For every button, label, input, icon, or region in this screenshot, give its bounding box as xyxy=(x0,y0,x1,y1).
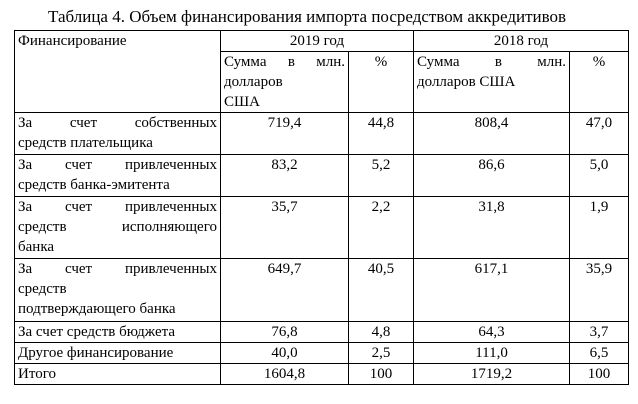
pct-2019-value: 4,8 xyxy=(347,321,415,343)
row-label: За счет привлеченных средств банка-эмите… xyxy=(14,154,221,197)
row-label-line: средств исполняющего xyxy=(18,219,217,235)
row-label-line: Другое финансирование xyxy=(18,345,174,361)
header-sum-2019-line: США xyxy=(224,94,260,110)
header-row-subcolumns: Сумма в млн. долларов США % Сумма в млн.… xyxy=(15,51,630,113)
row-label-line: банка xyxy=(18,239,55,255)
sum-2019-value: 649,7 xyxy=(220,258,349,322)
sum-2019-value: 40,0 xyxy=(220,342,349,364)
pct-2019-total: 100 xyxy=(347,363,415,385)
pct-2018-value: 3,7 xyxy=(569,321,630,343)
pct-2019-value: 2,2 xyxy=(347,196,415,259)
table-row: За счет привлеченных средств подтверждаю… xyxy=(14,258,630,322)
header-sum-2019: Сумма в млн. долларов США xyxy=(220,51,349,113)
header-year-2019: 2019 год xyxy=(219,30,415,52)
row-label-line: средств банка-эмитента xyxy=(18,177,170,193)
header-pct-2019: % xyxy=(347,51,415,113)
row-label-line: средств xyxy=(18,281,67,297)
row-label-line: За счет привлеченных xyxy=(18,261,217,277)
header-sum-2019-line: Сумма в млн. xyxy=(224,54,345,70)
pct-2018-total: 100 xyxy=(569,363,630,385)
table-row: За счет средств бюджета 76,8 4,8 64,3 3,… xyxy=(14,321,630,343)
sum-2019-value: 719,4 xyxy=(220,112,349,155)
sum-2019-value: 76,8 xyxy=(220,321,349,343)
row-label: За счет собственных средств плательщика xyxy=(14,112,221,155)
sum-2018-value: 31,8 xyxy=(413,196,571,259)
pct-2018-value: 1,9 xyxy=(569,196,630,259)
pct-2019-value: 40,5 xyxy=(347,258,415,322)
sum-2019-value: 83,2 xyxy=(220,154,349,197)
pct-2019-value: 5,2 xyxy=(347,154,415,197)
pct-2018-value: 6,5 xyxy=(569,342,630,364)
row-label-line: За счет привлеченных xyxy=(18,157,217,173)
header-pct-2018: % xyxy=(569,51,630,113)
sum-2018-value: 64,3 xyxy=(413,321,571,343)
header-row-years: Финансирование 2019 год 2018 год xyxy=(14,30,630,113)
header-sum-2018-line: долларов США xyxy=(417,74,516,90)
table-row: Другое финансирование 40,0 2,5 111,0 6,5 xyxy=(14,342,630,364)
document-page: Таблица 4. Объем финансирования импорта … xyxy=(0,7,638,404)
sum-2018-total: 1719,2 xyxy=(413,363,571,385)
header-financing: Финансирование xyxy=(14,30,221,113)
table-row: За счет собственных средств плательщика … xyxy=(14,112,630,155)
header-sum-2018: Сумма в млн. долларов США xyxy=(413,51,571,113)
pct-2019-value: 2,5 xyxy=(347,342,415,364)
sum-2019-value: 35,7 xyxy=(220,196,349,259)
row-label-line: подтверждающего банка xyxy=(18,301,176,317)
pct-2018-value: 35,9 xyxy=(569,258,630,322)
sum-2019-total: 1604,8 xyxy=(220,363,349,385)
row-label-line: За счет привлеченных xyxy=(18,199,217,215)
row-label-line: Итого xyxy=(18,366,56,382)
table-row-total: Итого 1604,8 100 1719,2 100 xyxy=(14,363,630,385)
row-label: За счет привлеченных средств подтверждаю… xyxy=(14,258,221,322)
sum-2018-value: 808,4 xyxy=(413,112,571,155)
table-row: За счет привлеченных средств исполняющег… xyxy=(14,196,630,259)
table-caption: Таблица 4. Объем финансирования импорта … xyxy=(48,7,567,26)
row-label: За счет привлеченных средств исполняющег… xyxy=(14,196,221,259)
header-sum-2019-line: долларов xyxy=(224,74,283,90)
header-sum-2018-line: Сумма в млн. xyxy=(417,54,567,70)
sum-2018-value: 86,6 xyxy=(413,154,571,197)
sum-2018-value: 111,0 xyxy=(413,342,571,364)
row-label: Другое финансирование xyxy=(14,342,221,364)
financing-table: Финансирование 2019 год 2018 год Сумма в… xyxy=(14,30,630,385)
row-label: За счет средств бюджета xyxy=(14,321,221,343)
pct-2019-value: 44,8 xyxy=(347,112,415,155)
row-label-total: Итого xyxy=(14,363,221,385)
row-label-line: За счет средств бюджета xyxy=(18,324,176,340)
sum-2018-value: 617,1 xyxy=(413,258,571,322)
row-label-line: За счет собственных xyxy=(18,115,217,131)
pct-2018-value: 5,0 xyxy=(569,154,630,197)
row-label-line: средств плательщика xyxy=(18,135,153,151)
header-year-2018: 2018 год xyxy=(413,30,630,52)
pct-2018-value: 47,0 xyxy=(569,112,630,155)
table-row: За счет привлеченных средств банка-эмите… xyxy=(14,154,630,197)
